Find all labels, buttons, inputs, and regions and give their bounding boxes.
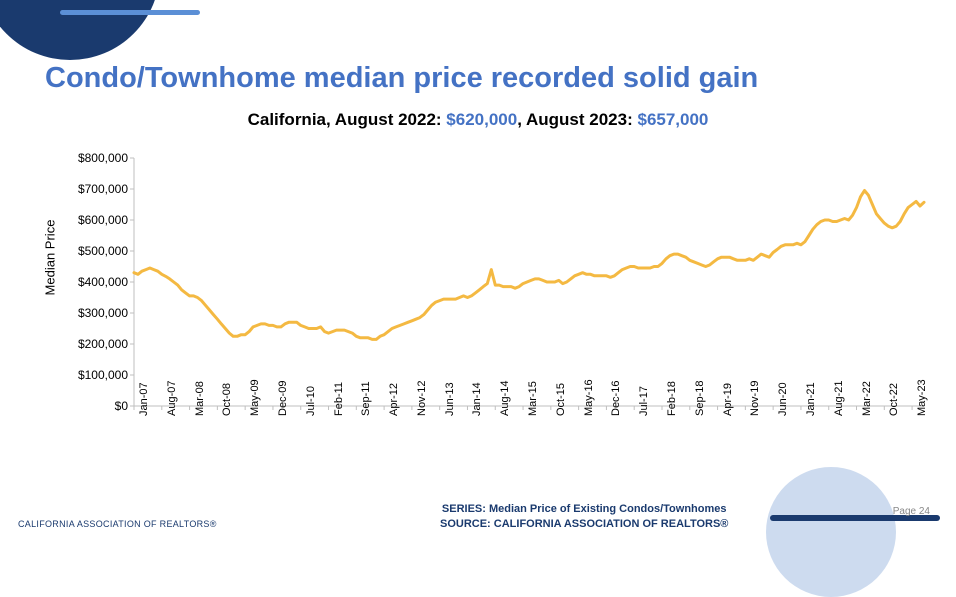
x-tick-label: Jan-21 bbox=[805, 382, 817, 416]
footer-org: CALIFORNIA ASSOCIATION OF REALTORS® bbox=[18, 519, 217, 529]
x-tick-label: May-16 bbox=[583, 379, 595, 416]
x-tick-label: May-23 bbox=[916, 379, 928, 416]
x-tick-label: Dec-09 bbox=[277, 381, 289, 416]
x-tick-label: Jun-20 bbox=[777, 382, 789, 416]
y-tick-label: $500,000 bbox=[68, 244, 128, 258]
x-tick-label: Jun-13 bbox=[444, 382, 456, 416]
x-tick-label: Aug-21 bbox=[833, 381, 845, 416]
x-tick-label: Dec-16 bbox=[610, 381, 622, 416]
x-tick-label: May-09 bbox=[249, 379, 261, 416]
x-tick-label: Feb-18 bbox=[666, 381, 678, 416]
decorative-top-line bbox=[60, 10, 200, 15]
y-tick-label: $800,000 bbox=[68, 151, 128, 165]
decorative-top-shape bbox=[0, 0, 160, 60]
x-tick-label: Aug-07 bbox=[166, 381, 178, 416]
x-tick-label: Nov-19 bbox=[749, 381, 761, 416]
x-tick-label: Jul-17 bbox=[638, 386, 650, 416]
page-number: Page 24 bbox=[893, 506, 930, 517]
footer-series: SERIES: Median Price of Existing Condos/… bbox=[440, 502, 728, 516]
x-tick-label: Jul-10 bbox=[305, 386, 317, 416]
subtitle-price1: $620,000 bbox=[446, 110, 517, 129]
footer-source: SERIES: Median Price of Existing Condos/… bbox=[440, 502, 728, 531]
x-tick-label: Jan-14 bbox=[471, 382, 483, 416]
page-title: Condo/Townhome median price recorded sol… bbox=[45, 62, 758, 95]
y-tick-label: $100,000 bbox=[68, 368, 128, 382]
x-tick-label: Apr-19 bbox=[722, 383, 734, 416]
chart-subtitle: California, August 2022: $620,000, Augus… bbox=[0, 110, 956, 130]
subtitle-part2: , August 2023: bbox=[517, 110, 637, 129]
x-tick-label: Oct-08 bbox=[221, 383, 233, 416]
y-tick-label: $400,000 bbox=[68, 275, 128, 289]
x-tick-label: Mar-22 bbox=[861, 381, 873, 416]
subtitle-price2: $657,000 bbox=[637, 110, 708, 129]
x-tick-label: Feb-11 bbox=[333, 382, 345, 416]
x-tick-label: Aug-14 bbox=[499, 381, 511, 416]
x-tick-label: Mar-08 bbox=[194, 381, 206, 416]
footer-source-line: SOURCE: CALIFORNIA ASSOCIATION OF REALTO… bbox=[440, 517, 728, 531]
y-tick-label: $600,000 bbox=[68, 213, 128, 227]
x-tick-label: Mar-15 bbox=[527, 381, 539, 416]
x-tick-label: Oct-15 bbox=[555, 383, 567, 416]
y-tick-label: $700,000 bbox=[68, 182, 128, 196]
y-tick-label: $200,000 bbox=[68, 337, 128, 351]
x-tick-label: Jan-07 bbox=[138, 382, 150, 416]
chart-area: Median Price $0$100,000$200,000$300,000$… bbox=[30, 140, 930, 480]
x-tick-label: Sep-18 bbox=[694, 381, 706, 416]
line-chart-svg bbox=[30, 140, 930, 480]
x-tick-label: Apr-12 bbox=[388, 383, 400, 416]
subtitle-part1: California, August 2022: bbox=[248, 110, 447, 129]
y-tick-label: $300,000 bbox=[68, 306, 128, 320]
y-tick-label: $0 bbox=[68, 399, 128, 413]
x-tick-label: Oct-22 bbox=[888, 383, 900, 416]
x-tick-label: Sep-11 bbox=[360, 381, 372, 416]
decorative-footer-circle bbox=[766, 467, 896, 597]
x-tick-label: Nov-12 bbox=[416, 381, 428, 416]
